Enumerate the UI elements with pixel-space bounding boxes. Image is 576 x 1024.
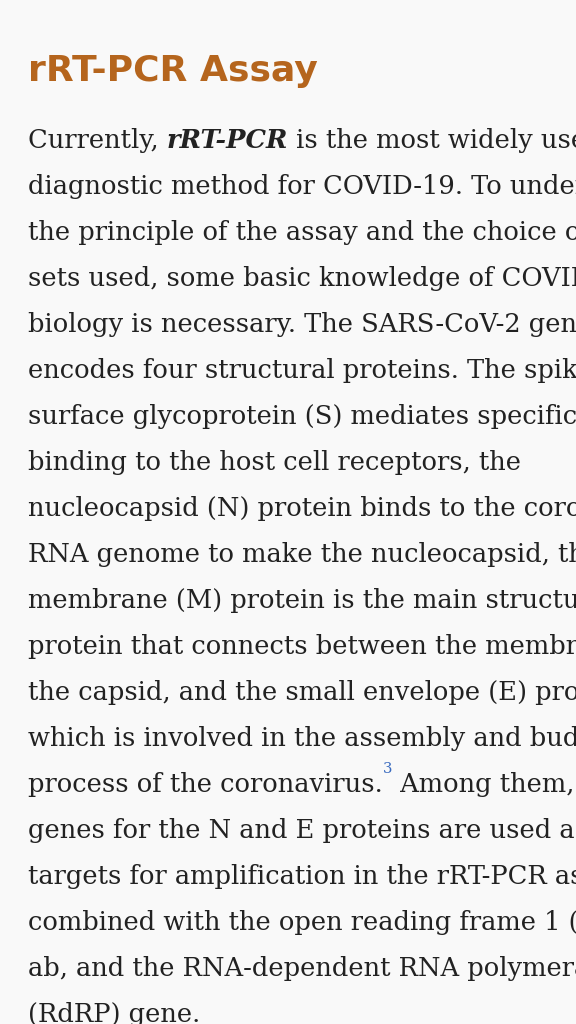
Text: ab, and the RNA-dependent RNA polymerase: ab, and the RNA-dependent RNA polymerase [28, 956, 576, 981]
Text: diagnostic method for COVID-19. To understand: diagnostic method for COVID-19. To under… [28, 174, 576, 199]
Text: targets for amplification in the rRT-PCR assay: targets for amplification in the rRT-PCR… [28, 864, 576, 889]
Text: membrane (M) protein is the main structural: membrane (M) protein is the main structu… [28, 588, 576, 613]
Text: binding to the host cell receptors, the: binding to the host cell receptors, the [28, 450, 521, 475]
Text: 3: 3 [382, 762, 392, 776]
Text: surface glycoprotein (S) mediates specific: surface glycoprotein (S) mediates specif… [28, 404, 576, 429]
Text: which is involved in the assembly and budding: which is involved in the assembly and bu… [28, 726, 576, 751]
Text: genes for the N and E proteins are used as the: genes for the N and E proteins are used … [28, 818, 576, 843]
Text: (RdRP) gene.: (RdRP) gene. [28, 1002, 200, 1024]
Text: protein that connects between the membrane and: protein that connects between the membra… [28, 634, 576, 659]
Text: the principle of the assay and the choice of primer: the principle of the assay and the choic… [28, 220, 576, 245]
Text: Currently,: Currently, [28, 128, 166, 153]
Text: nucleocapsid (N) protein binds to the coronavirus: nucleocapsid (N) protein binds to the co… [28, 496, 576, 521]
Text: RNA genome to make the nucleocapsid, the: RNA genome to make the nucleocapsid, the [28, 542, 576, 567]
Text: Among them, the: Among them, the [392, 772, 576, 797]
Text: encodes four structural proteins. The spike: encodes four structural proteins. The sp… [28, 358, 576, 383]
Text: rRT-PCR Assay: rRT-PCR Assay [28, 54, 318, 88]
Text: biology is necessary. The SARS-CoV-2 genome: biology is necessary. The SARS-CoV-2 gen… [28, 312, 576, 337]
Text: is the most widely used: is the most widely used [288, 128, 576, 153]
Text: sets used, some basic knowledge of COVID-19: sets used, some basic knowledge of COVID… [28, 266, 576, 291]
Text: combined with the open reading frame 1 (ORF1): combined with the open reading frame 1 (… [28, 910, 576, 935]
Text: the capsid, and the small envelope (E) protein: the capsid, and the small envelope (E) p… [28, 680, 576, 705]
Text: rRT-PCR: rRT-PCR [166, 128, 288, 153]
Text: process of the coronavirus.: process of the coronavirus. [28, 772, 382, 797]
